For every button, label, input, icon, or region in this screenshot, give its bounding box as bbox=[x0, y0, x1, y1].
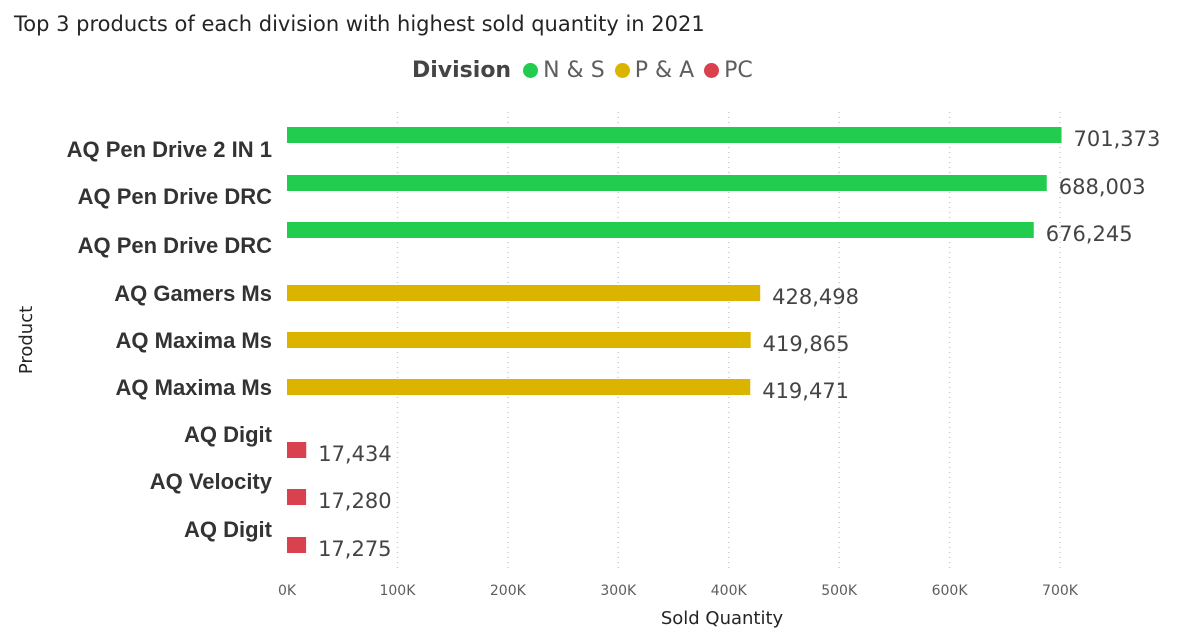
category-label: AQ Pen Drive DRC bbox=[78, 184, 272, 209]
category-labels: AQ Pen Drive 2 IN 1 AQ Pen Drive DRC AQ Pe… bbox=[67, 137, 273, 542]
bar[interactable] bbox=[287, 222, 1034, 238]
x-tick-label: 100K bbox=[379, 583, 416, 599]
x-tick-label: 400K bbox=[711, 583, 748, 599]
legend-dot-ns bbox=[523, 63, 539, 78]
legend: Division N & S P & A PC bbox=[412, 58, 763, 83]
legend-item-pa[interactable]: P & A bbox=[614, 58, 695, 83]
data-label: 419,471 bbox=[762, 379, 849, 403]
x-axis-title: Sold Quantity bbox=[661, 608, 784, 629]
bars bbox=[287, 127, 1062, 553]
x-tick-label: 0K bbox=[278, 583, 297, 599]
category-label: AQ Digit bbox=[184, 422, 273, 447]
x-tick-label: 600K bbox=[932, 583, 969, 599]
data-label: 17,434 bbox=[318, 442, 391, 466]
y-axis-title: Product bbox=[16, 306, 37, 374]
bar[interactable] bbox=[287, 537, 307, 553]
legend-label-pc: PC bbox=[724, 58, 753, 83]
category-label: AQ Digit bbox=[184, 517, 273, 542]
bar[interactable] bbox=[287, 442, 307, 458]
category-label: AQ Velocity bbox=[150, 469, 273, 494]
legend-dot-pa bbox=[614, 63, 630, 78]
data-label: 17,275 bbox=[318, 537, 391, 561]
legend-label-pa: P & A bbox=[634, 58, 695, 83]
category-label: AQ Maxima Ms bbox=[116, 375, 273, 400]
legend-dot-pc bbox=[704, 63, 720, 78]
x-axis-ticks: 0K 100K 200K 300K 400K 500K 600K 700K bbox=[278, 583, 1079, 599]
category-label: AQ Pen Drive 2 IN 1 bbox=[67, 137, 272, 162]
legend-label-ns: N & S bbox=[543, 58, 605, 83]
x-tick-label: 300K bbox=[600, 583, 637, 599]
bar[interactable] bbox=[287, 489, 307, 505]
bar[interactable] bbox=[287, 175, 1047, 191]
x-tick-label: 200K bbox=[490, 583, 527, 599]
legend-title: Division bbox=[412, 58, 512, 83]
data-label: 688,003 bbox=[1059, 175, 1146, 199]
data-label: 17,280 bbox=[318, 489, 391, 513]
x-tick-label: 700K bbox=[1042, 583, 1079, 599]
value-labels: 701,373 688,003 676,245 428,498 419,865 419,4… bbox=[318, 127, 1160, 561]
data-label: 419,865 bbox=[763, 332, 850, 356]
bar[interactable] bbox=[287, 379, 751, 395]
data-label: 676,245 bbox=[1046, 222, 1133, 246]
bar[interactable] bbox=[287, 285, 761, 301]
legend-item-ns[interactable]: N & S bbox=[523, 58, 605, 83]
bar[interactable] bbox=[287, 332, 751, 348]
data-label: 701,373 bbox=[1074, 127, 1161, 151]
category-label: AQ Gamers Ms bbox=[114, 281, 272, 306]
data-label: 428,498 bbox=[772, 285, 859, 309]
category-label: AQ Maxima Ms bbox=[116, 328, 273, 353]
chart-title: Top 3 products of each division with hig… bbox=[14, 12, 705, 36]
x-tick-label: 500K bbox=[821, 583, 858, 599]
legend-item-pc[interactable]: PC bbox=[704, 58, 753, 83]
category-label: AQ Pen Drive DRC bbox=[78, 233, 272, 258]
bar[interactable] bbox=[287, 127, 1062, 143]
